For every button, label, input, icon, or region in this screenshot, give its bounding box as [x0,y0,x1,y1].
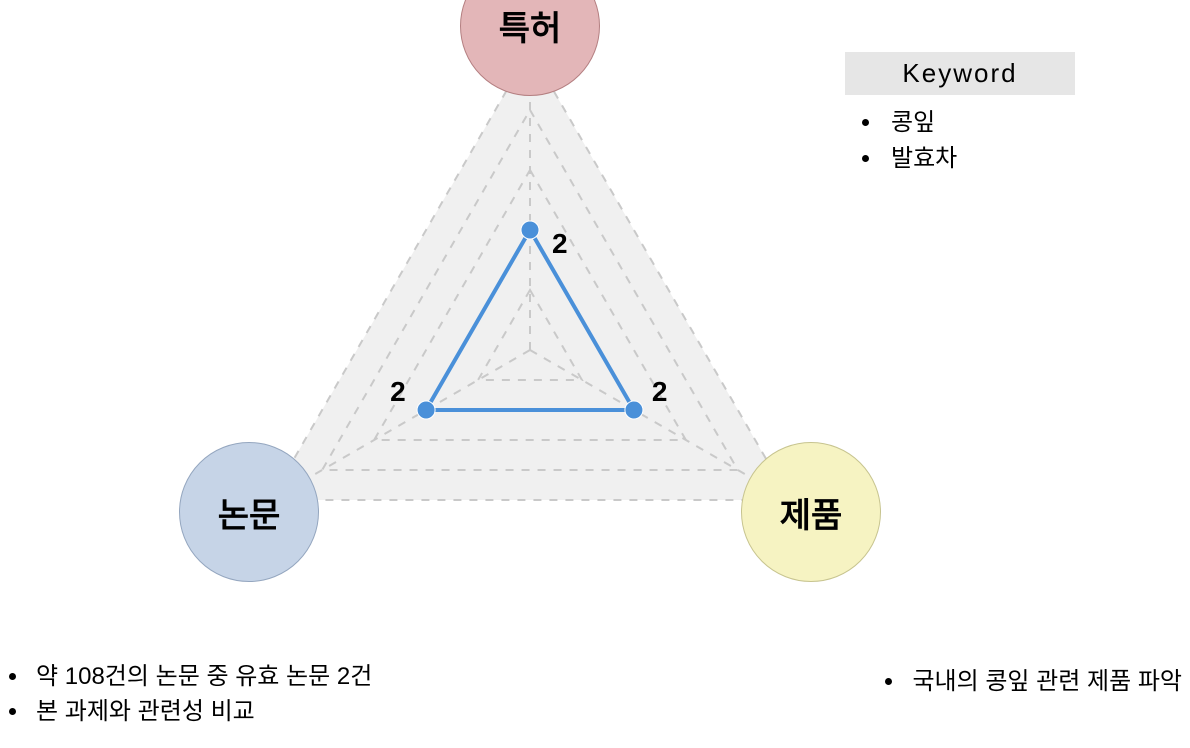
keyword-panel: Keyword 콩잎 발효차 [845,52,1075,177]
keyword-item: 콩잎 [883,105,1075,141]
keyword-header: Keyword [845,52,1075,95]
keyword-list: 콩잎 발효차 [845,105,1075,177]
vertex-label: 특허 [499,1,562,50]
notes-right: 국내의 콩잎 관련 제품 파악 [876,661,1182,696]
notes-left-item: 약 108건의 논문 중 유효 논문 2건 [30,660,372,695]
vertex-label: 논문 [218,488,281,537]
value-label-patent: 2 [552,228,568,260]
value-label-paper: 2 [390,376,406,408]
notes-right-item: 국내의 콩잎 관련 제품 파악 [906,661,1182,696]
keyword-item: 발효차 [883,141,1075,177]
vertex-label: 제품 [780,488,843,537]
vertex-paper: 논문 [179,442,319,582]
vertex-product: 제품 [741,442,881,582]
notes-left: 약 108건의 논문 중 유효 논문 2건 본 과제와 관련성 비교 [0,660,372,730]
notes-left-item: 본 과제와 관련성 비교 [30,695,372,730]
value-label-product: 2 [652,376,668,408]
